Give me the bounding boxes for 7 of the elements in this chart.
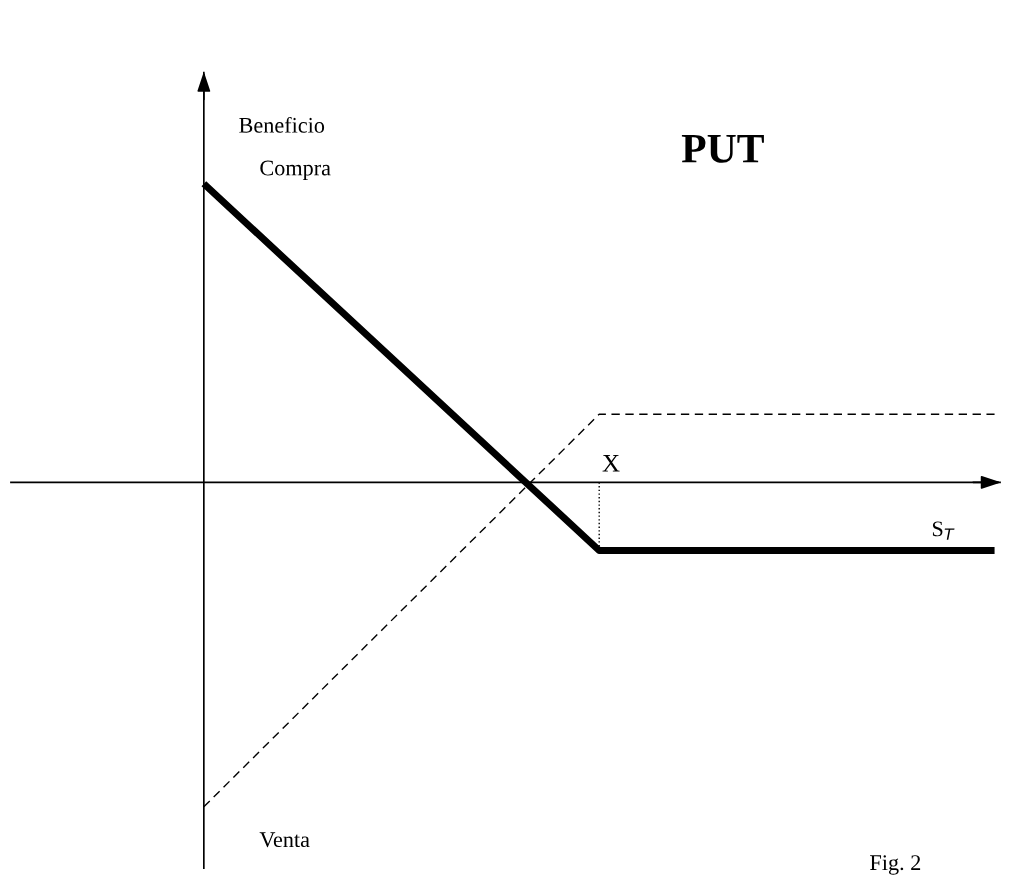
- caption: Fig. 2: [870, 855, 921, 875]
- series-label: Compra: [260, 160, 331, 181]
- chart-title: PUT: [681, 135, 764, 163]
- text: Venta: [259, 832, 310, 848]
- annotation: X: [602, 455, 620, 472]
- x-axis-title: S$_{T}$: [932, 521, 955, 540]
- y-axis-title: Beneficio: [239, 116, 325, 133]
